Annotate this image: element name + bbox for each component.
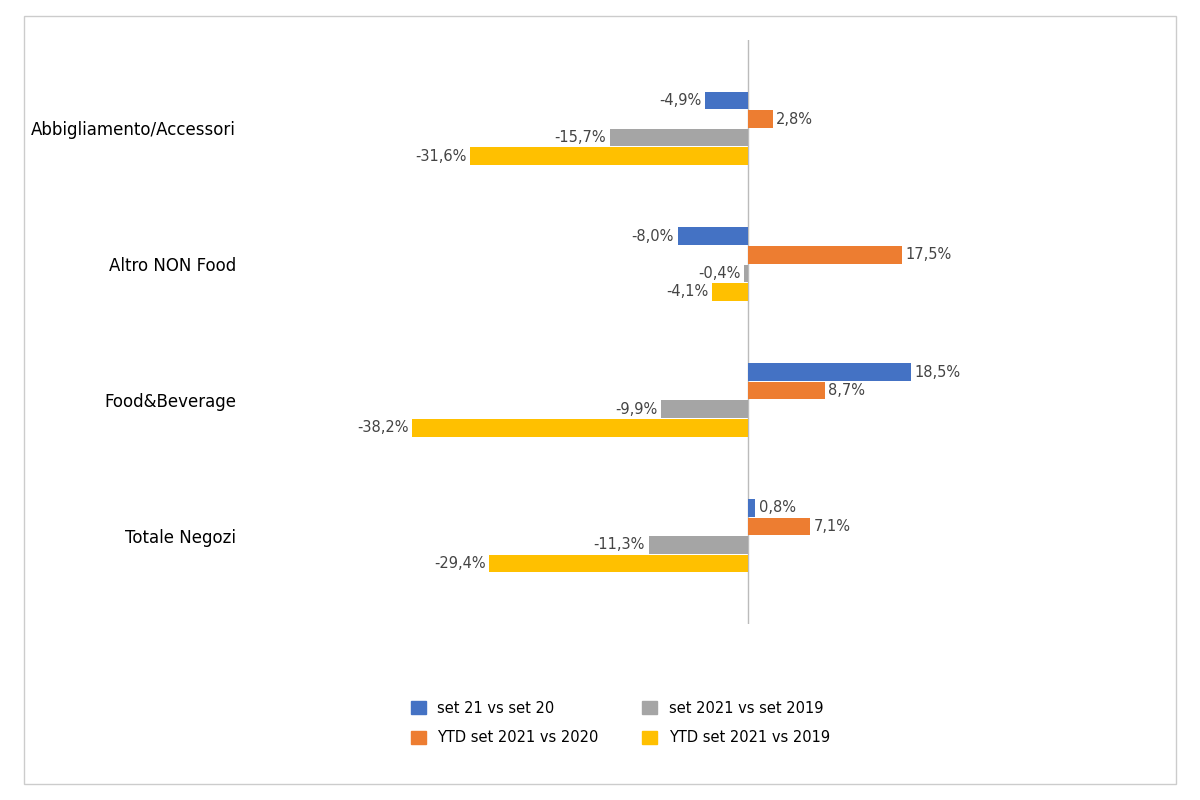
Text: -15,7%: -15,7% bbox=[554, 130, 606, 145]
Bar bbox=[748, 363, 911, 381]
Bar bbox=[744, 265, 748, 282]
Bar bbox=[748, 518, 810, 535]
Bar bbox=[648, 536, 748, 554]
Bar bbox=[748, 246, 902, 264]
Bar bbox=[470, 147, 748, 165]
Text: -4,9%: -4,9% bbox=[659, 93, 701, 108]
Text: 7,1%: 7,1% bbox=[814, 519, 851, 534]
Bar bbox=[748, 499, 755, 517]
Text: 8,7%: 8,7% bbox=[828, 383, 865, 398]
Bar bbox=[748, 110, 773, 128]
Text: -38,2%: -38,2% bbox=[356, 420, 408, 435]
Legend: set 21 vs set 20, YTD set 2021 vs 2020, set 2021 vs set 2019, YTD set 2021 vs 20: set 21 vs set 20, YTD set 2021 vs 2020, … bbox=[412, 701, 829, 745]
Bar bbox=[748, 382, 824, 399]
Bar bbox=[661, 400, 748, 418]
Text: -0,4%: -0,4% bbox=[698, 266, 740, 281]
Text: -29,4%: -29,4% bbox=[434, 556, 486, 571]
Text: 2,8%: 2,8% bbox=[776, 111, 814, 126]
Text: -4,1%: -4,1% bbox=[666, 285, 708, 299]
Bar bbox=[678, 227, 748, 245]
Text: -11,3%: -11,3% bbox=[594, 538, 646, 553]
Bar bbox=[412, 419, 748, 437]
Bar bbox=[490, 554, 748, 572]
Text: 18,5%: 18,5% bbox=[914, 365, 960, 379]
Text: 17,5%: 17,5% bbox=[906, 247, 952, 262]
Bar bbox=[610, 129, 748, 146]
Text: -31,6%: -31,6% bbox=[415, 149, 467, 163]
Bar bbox=[704, 92, 748, 110]
Text: -8,0%: -8,0% bbox=[631, 229, 674, 244]
Bar bbox=[712, 283, 748, 301]
Text: -9,9%: -9,9% bbox=[616, 402, 658, 417]
Text: 0,8%: 0,8% bbox=[758, 501, 796, 515]
